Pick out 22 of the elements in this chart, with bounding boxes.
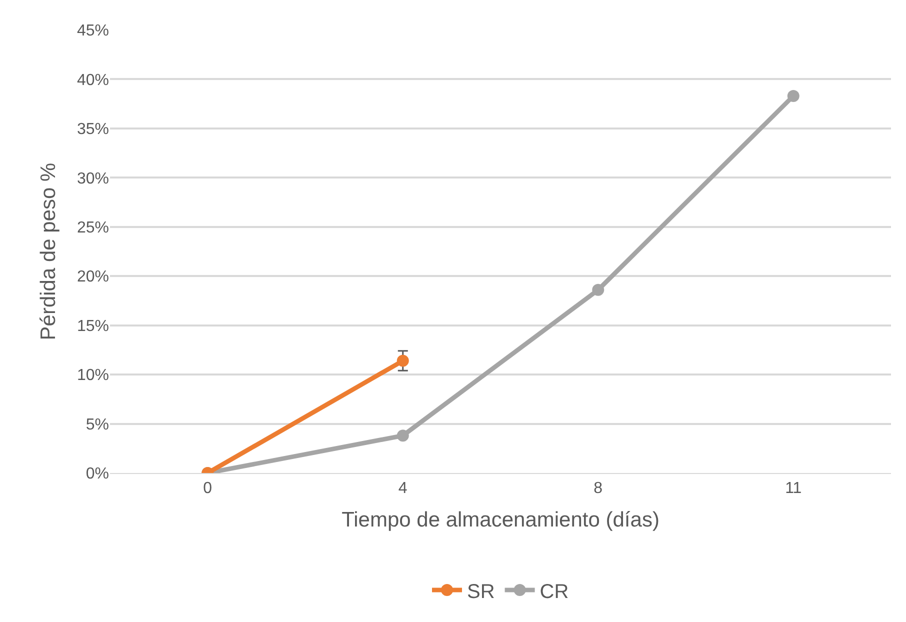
y-tick-label: 35%	[76, 121, 109, 138]
point	[396, 430, 409, 442]
legend-label: SR	[467, 580, 495, 603]
y-tick-label: 40%	[76, 72, 109, 89]
point	[592, 284, 604, 296]
y-tick-label: 45%	[76, 22, 109, 40]
x-tick-label: 0	[203, 480, 212, 498]
x-axis-title: Tiempo de almacenamiento (días)	[342, 508, 660, 532]
y-tick-label: 5%	[86, 416, 109, 434]
y-axis-title: Pérdida de peso %	[37, 162, 60, 340]
y-tick-label: 25%	[76, 219, 109, 236]
y-tick-label: 20%	[76, 268, 109, 286]
legend-label: CR	[540, 580, 569, 603]
y-tick-label: 30%	[76, 170, 109, 188]
x-tick-label: 11	[785, 480, 802, 498]
y-tick-label: 10%	[76, 367, 109, 384]
point	[787, 90, 800, 102]
x-tick-label: 4	[398, 480, 408, 498]
point	[396, 354, 409, 367]
y-tick-label: 15%	[76, 318, 109, 335]
x-tick-label: 8	[594, 480, 603, 498]
y-tick-label: 0%	[86, 466, 109, 483]
